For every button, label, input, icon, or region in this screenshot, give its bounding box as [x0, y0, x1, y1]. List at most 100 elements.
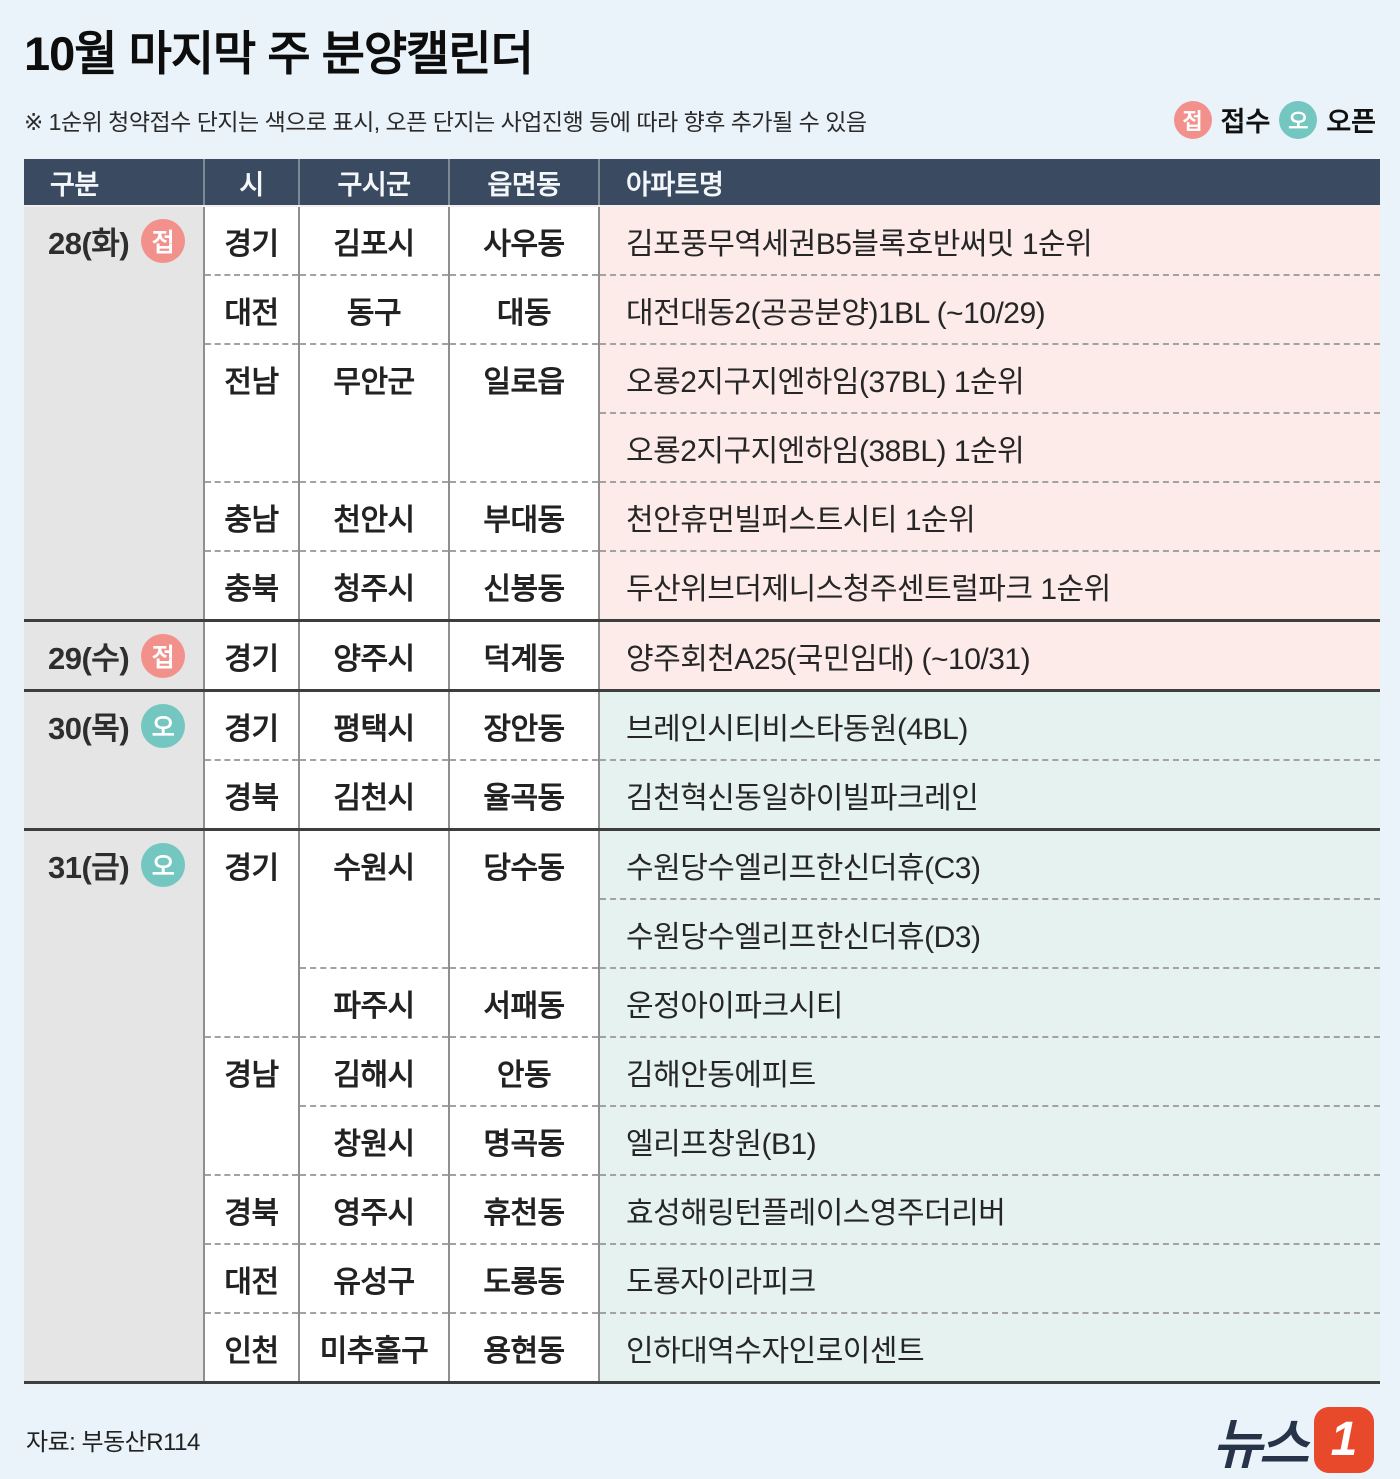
news1-logo-text: 뉴스 — [1212, 1415, 1309, 1475]
table-row: 창원시 명곡동 엘리프창원(B1) — [24, 1105, 1380, 1175]
table-row: 29(수) 접 경기 양주시 덕계동 양주회천A25(국민임대) (~10/31) — [24, 619, 1380, 691]
apartment-cell: 천안휴먼빌퍼스트시티 1순위 — [598, 481, 1380, 551]
eupmyeondong-cell: 덕계동 — [448, 619, 599, 691]
footer: 자료: 부동산R114 뉴스 1 — [26, 1400, 1374, 1479]
eupmyeondong-cell: 신봉동 — [448, 550, 599, 621]
apartment-cell: 엘리프창원(B1) — [598, 1105, 1380, 1175]
open-badge: 오 — [141, 703, 185, 748]
date-label: 30(목) — [48, 711, 130, 746]
column-header-2: 구시군 — [298, 159, 449, 207]
table-row: 28(화) 접 경기 김포시 사우동 김포풍무역세권B5블록호반써밋 1순위 — [24, 206, 1380, 621]
table-row: 오룡2지구지엔하임(38BL) 1순위 — [24, 412, 1380, 482]
eupmyeondong-cell: 명곡동 — [448, 1105, 599, 1175]
eupmyeondong-cell: 부대동 — [448, 481, 599, 551]
column-header-3: 읍면동 — [448, 159, 599, 207]
table-row: 경북 영주시 휴천동 효성해링턴플레이스영주더리버 — [24, 1174, 1380, 1244]
apartment-cell: 양주회천A25(국민임대) (~10/31) — [598, 619, 1380, 691]
apartment-cell: 효성해링턴플레이스영주더리버 — [598, 1174, 1380, 1244]
apartment-cell: 오룡2지구지엔하임(38BL) 1순위 — [598, 412, 1380, 482]
column-header-1: 시 — [203, 159, 299, 207]
sales-calendar-table: 구분 시 구시군 읍면동 아파트명 28(화) 접 경기 김포시 사우동 김포풍무역세권B5블록호… — [24, 159, 1380, 1384]
table-row: 경남 김해시 안동 김해안동에피트 — [24, 1036, 1380, 1175]
apartment-cell: 대전대동2(공공분양)1BL (~10/29) — [598, 274, 1380, 344]
gusigun-cell: 평택시 — [298, 689, 449, 760]
table-header-row: 구분 시 구시군 읍면동 아파트명 — [24, 159, 1380, 207]
eupmyeondong-cell: 일로읍 — [448, 343, 599, 482]
column-header-4: 아파트명 — [598, 159, 1380, 207]
news1-logo-mark: 1 — [1314, 1406, 1374, 1473]
si-cell: 경북 — [203, 759, 299, 830]
si-cell: 경기 — [203, 619, 299, 691]
gusigun-cell: 김포시 — [298, 206, 449, 275]
date-cell: 28(화) 접 — [24, 206, 204, 621]
gusigun-cell: 미추홀구 — [298, 1312, 449, 1383]
si-cell: 대전 — [203, 1243, 299, 1313]
table-row: 대전 동구 대동 대전대동2(공공분양)1BL (~10/29) — [24, 274, 1380, 344]
table-row: 충남 천안시 부대동 천안휴먼빌퍼스트시티 1순위 — [24, 481, 1380, 551]
gusigun-cell: 김천시 — [298, 759, 449, 830]
eupmyeondong-cell: 안동 — [448, 1036, 599, 1106]
apartment-cell: 수원당수엘리프한신더휴(D3) — [598, 898, 1380, 968]
table-header: 구분 시 구시군 읍면동 아파트명 — [24, 159, 1380, 207]
table-row: 전남 무안군 일로읍 오룡2지구지엔하임(37BL) 1순위 — [24, 343, 1380, 482]
si-cell: 충남 — [203, 481, 299, 551]
table-row: 30(목) 오 경기 평택시 장안동 브레인시티비스타동원(4BL) — [24, 689, 1380, 830]
si-cell: 인천 — [203, 1312, 299, 1383]
gusigun-cell: 김해시 — [298, 1036, 449, 1106]
eupmyeondong-cell: 용현동 — [448, 1312, 599, 1383]
receipt-badge: 접 — [141, 218, 185, 263]
table-row: 경북 김천시 율곡동 김천혁신동일하이빌파크레인 — [24, 759, 1380, 830]
gusigun-cell: 청주시 — [298, 550, 449, 621]
legend-receipt-label: 접수 — [1220, 107, 1271, 137]
table-body: 28(화) 접 경기 김포시 사우동 김포풍무역세권B5블록호반써밋 1순위 대전 동구 대동 대… — [24, 206, 1380, 1383]
eupmyeondong-cell: 대동 — [448, 274, 599, 344]
apartment-cell: 인하대역수자인로이센트 — [598, 1312, 1380, 1383]
si-cell: 경기 — [203, 828, 299, 1037]
si-cell: 경북 — [203, 1174, 299, 1244]
apartment-cell: 브레인시티비스타동원(4BL) — [598, 689, 1380, 760]
eupmyeondong-cell: 사우동 — [448, 206, 599, 275]
date-cell: 30(목) 오 — [24, 689, 204, 830]
eupmyeondong-cell: 당수동 — [448, 828, 599, 968]
gusigun-cell: 동구 — [298, 274, 449, 344]
si-cell: 전남 — [203, 343, 299, 482]
apartment-cell: 김천혁신동일하이빌파크레인 — [598, 759, 1380, 830]
table-row: 파주시 서패동 운정아이파크시티 — [24, 967, 1380, 1037]
receipt-badge: 접 — [141, 633, 185, 678]
subtitle-row: ※ 1순위 청약접수 단지는 색으로 표시, 오픈 단지는 사업진행 등에 따라… — [24, 100, 1376, 139]
legend-open-badge: 오 — [1279, 100, 1318, 139]
gusigun-cell: 천안시 — [298, 481, 449, 551]
date-label: 31(금) — [48, 850, 130, 885]
apartment-cell: 김포풍무역세권B5블록호반써밋 1순위 — [598, 206, 1380, 275]
gusigun-cell: 창원시 — [298, 1105, 449, 1175]
page-title: 10월 마지막 주 분양캘린더 — [24, 27, 534, 80]
table-row: 수원당수엘리프한신더휴(D3) — [24, 898, 1380, 968]
table-row: 인천 미추홀구 용현동 인하대역수자인로이센트 — [24, 1312, 1380, 1383]
si-cell: 경남 — [203, 1036, 299, 1175]
eupmyeondong-cell: 장안동 — [448, 689, 599, 760]
si-cell: 경기 — [203, 689, 299, 760]
apartment-cell: 운정아이파크시티 — [598, 967, 1380, 1037]
date-cell: 31(금) 오 — [24, 828, 204, 1383]
apartment-cell: 두산위브더제니스청주센트럴파크 1순위 — [598, 550, 1380, 621]
si-cell: 대전 — [203, 274, 299, 344]
gusigun-cell: 수원시 — [298, 828, 449, 968]
table-row: 충북 청주시 신봉동 두산위브더제니스청주센트럴파크 1순위 — [24, 550, 1380, 621]
source-label: 자료: 부동산R114 — [26, 1429, 200, 1456]
apartment-cell: 수원당수엘리프한신더휴(C3) — [598, 828, 1380, 899]
legend-open-label: 오픈 — [1326, 107, 1376, 137]
eupmyeondong-cell: 휴천동 — [448, 1174, 599, 1244]
eupmyeondong-cell: 도룡동 — [448, 1243, 599, 1313]
eupmyeondong-cell: 율곡동 — [448, 759, 599, 830]
table-row: 대전 유성구 도룡동 도룡자이라피크 — [24, 1243, 1380, 1313]
si-cell: 충북 — [203, 550, 299, 621]
gusigun-cell: 파주시 — [298, 967, 449, 1037]
legend-receipt-badge: 접 — [1173, 100, 1212, 139]
gusigun-cell: 무안군 — [298, 343, 449, 482]
date-cell: 29(수) 접 — [24, 619, 204, 691]
gusigun-cell: 영주시 — [298, 1174, 449, 1244]
news1-logo: 뉴스 1 — [1213, 1400, 1374, 1479]
gusigun-cell: 양주시 — [298, 619, 449, 691]
page-subtitle: ※ 1순위 청약접수 단지는 색으로 표시, 오픈 단지는 사업진행 등에 따라… — [24, 108, 867, 135]
